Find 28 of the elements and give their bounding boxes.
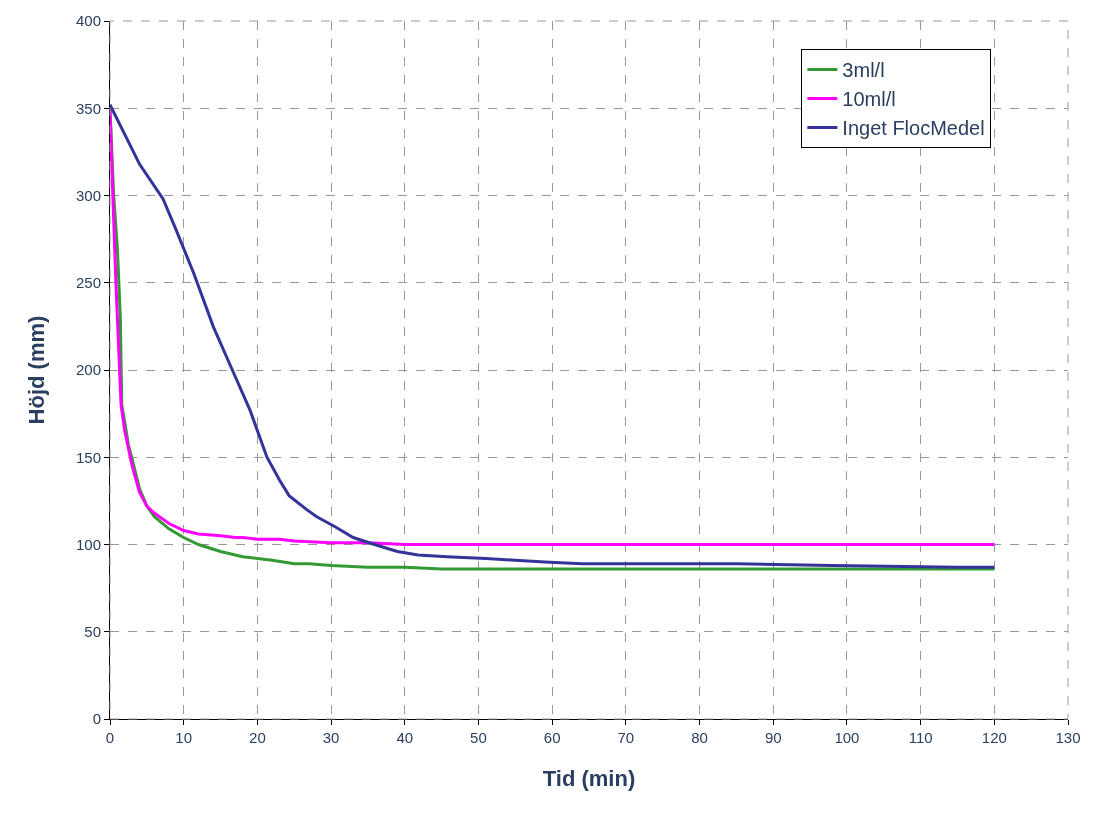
y-tick-label: 100 xyxy=(75,535,101,553)
y-axis-title: Höjd (mm) xyxy=(23,315,49,425)
y-tick-label: 0 xyxy=(92,710,101,728)
x-tick-label: 90 xyxy=(764,729,782,746)
legend-label: Inget FlocMedel xyxy=(842,117,985,140)
x-tick-label: 70 xyxy=(617,729,635,746)
x-tick-label: 20 xyxy=(249,729,266,746)
y-tick-label: 350 xyxy=(75,99,101,117)
y-tick-label: 250 xyxy=(75,274,101,291)
legend-label: 10ml/l xyxy=(842,88,896,111)
x-tick-label: 10 xyxy=(175,729,193,746)
y-tick-label: 400 xyxy=(75,12,101,30)
x-tick-label: 100 xyxy=(834,729,860,746)
y-tick-label: 50 xyxy=(84,623,101,640)
y-tick-label: 300 xyxy=(75,186,101,204)
x-tick-label: 120 xyxy=(981,729,1007,746)
x-tick-label: 60 xyxy=(543,729,561,746)
x-tick-label: 80 xyxy=(691,729,708,746)
x-tick-label: 30 xyxy=(322,729,340,746)
legend-label: 3ml/l xyxy=(842,59,885,82)
x-tick-label: 110 xyxy=(908,729,933,746)
x-tick-label: 40 xyxy=(396,729,414,746)
y-tick-label: 150 xyxy=(75,448,101,466)
x-axis-title: Tid (min) xyxy=(542,765,636,791)
x-tick-label: 50 xyxy=(470,729,487,746)
x-tick-label: 0 xyxy=(105,729,115,746)
x-tick-label: 130 xyxy=(1055,729,1081,746)
y-tick-label: 200 xyxy=(75,361,101,379)
